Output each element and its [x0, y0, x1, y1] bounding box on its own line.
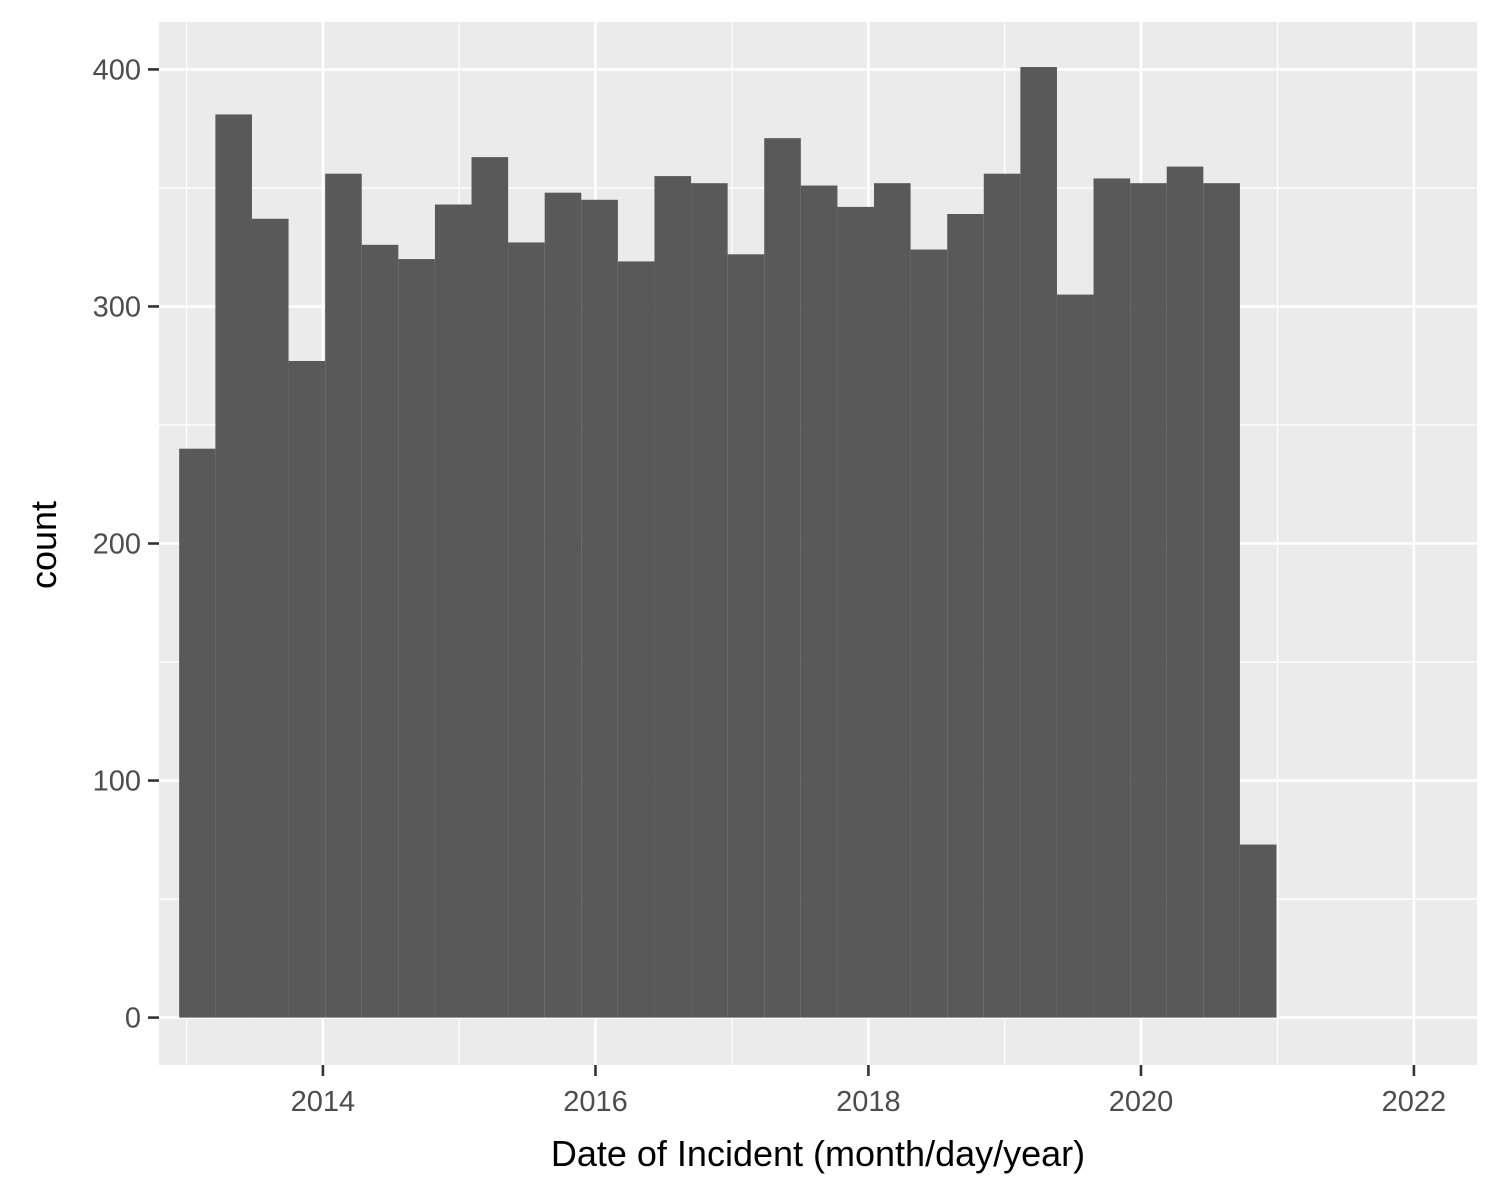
histogram-bar: [874, 183, 911, 1018]
histogram-bar: [544, 192, 582, 1018]
histogram-bar: [398, 259, 435, 1018]
histogram-bar: [800, 185, 838, 1018]
histogram-bar: [251, 218, 289, 1018]
histogram-bar: [581, 199, 618, 1018]
histogram-bar: [691, 183, 728, 1018]
histogram-bar: [1130, 183, 1167, 1018]
histogram-bar: [1020, 67, 1057, 1018]
histogram-bar: [983, 173, 1021, 1018]
y-axis: 0 100 200 300 400: [93, 54, 159, 1035]
y-tick-label: 400: [93, 54, 141, 86]
histogram-bar: [947, 214, 984, 1018]
y-tick-label: 100: [93, 766, 141, 798]
histogram-bar: [910, 249, 948, 1018]
x-tick-label: 2018: [836, 1086, 901, 1118]
histogram-bar: [1239, 844, 1277, 1018]
y-tick-label: 300: [93, 291, 141, 323]
x-axis: 2014 2016 2018 2020 2022: [291, 1065, 1447, 1118]
y-tick-label: 0: [125, 1003, 141, 1035]
histogram-bar: [179, 448, 216, 1018]
histogram-bar: [764, 138, 801, 1018]
histogram-bar: [654, 176, 692, 1018]
x-axis-title: Date of Incident (month/day/year): [551, 1133, 1085, 1174]
histogram-bar: [361, 244, 399, 1018]
x-tick-label: 2016: [563, 1086, 628, 1118]
histogram-bar: [325, 173, 362, 1018]
histogram-bar: [1093, 178, 1131, 1018]
y-tick-label: 200: [93, 529, 141, 561]
histogram-bar: [434, 204, 472, 1018]
histogram-bar: [617, 261, 655, 1018]
histogram-bar: [727, 254, 765, 1018]
x-tick-label: 2022: [1382, 1086, 1447, 1118]
histogram-bar: [1166, 166, 1204, 1018]
histogram-bar: [288, 360, 326, 1018]
histogram-bar: [471, 157, 509, 1018]
histogram-bar: [215, 114, 252, 1018]
histogram-bar: [508, 242, 545, 1018]
x-tick-label: 2020: [1109, 1086, 1174, 1118]
y-axis-title: count: [23, 501, 64, 589]
histogram-bars: [179, 67, 1277, 1018]
histogram-bar: [1056, 294, 1094, 1018]
x-tick-label: 2014: [291, 1086, 356, 1118]
histogram-bar: [1203, 183, 1240, 1018]
histogram-bar: [837, 206, 875, 1018]
